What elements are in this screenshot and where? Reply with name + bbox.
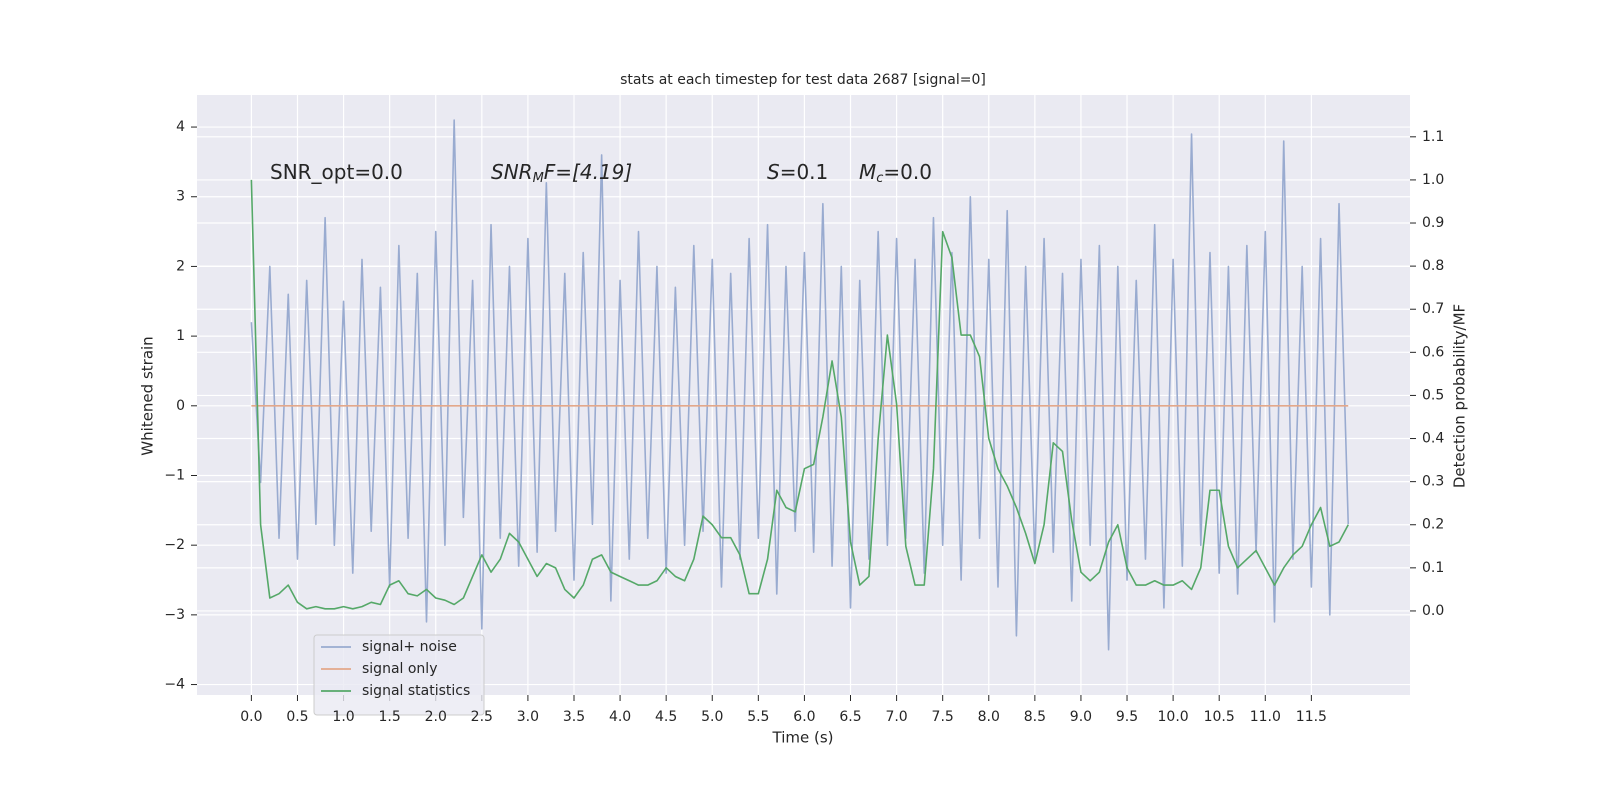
y2-tick-label: 0.2 xyxy=(1422,517,1444,533)
x-tick-label: 5.5 xyxy=(747,709,769,725)
y-tick-label: −3 xyxy=(164,607,185,623)
x-tick-label: 7.0 xyxy=(885,709,907,725)
legend: signal+ noise signal only signal statistic… xyxy=(313,634,485,716)
x-tick-label: 2.0 xyxy=(425,709,447,725)
x-tick-label: 4.5 xyxy=(655,709,677,725)
annotation-text: M xyxy=(859,160,876,184)
series-line xyxy=(250,179,1349,610)
y-tick-label: −4 xyxy=(164,677,185,693)
x-tick-label: 11.0 xyxy=(1250,709,1281,725)
legend-label: signal statistics xyxy=(362,683,470,699)
y2-tick-label: 0.4 xyxy=(1422,431,1444,447)
annotation-text: SNR_opt=0.0 xyxy=(270,160,403,184)
x-tick-label: 11.5 xyxy=(1296,709,1327,725)
x-tick-label: 2.5 xyxy=(471,709,493,725)
x-tick-label: 10.5 xyxy=(1204,709,1235,725)
x-tick-label: 8.0 xyxy=(978,709,1000,725)
y2-tick-label: 1.1 xyxy=(1422,129,1444,145)
y2-tick-label: 0.6 xyxy=(1422,344,1444,360)
y-axis-label: Whitened strain xyxy=(139,336,157,455)
x-tick-label: 0.5 xyxy=(286,709,308,725)
x-tick-label: 10.0 xyxy=(1158,709,1189,725)
y2-tick-label: 0.9 xyxy=(1422,215,1444,231)
y2-axis-label: Detection probability/MF xyxy=(1451,304,1469,488)
y-tick-label: 0 xyxy=(176,398,185,414)
annotation: S=0.1 xyxy=(767,160,828,184)
marks xyxy=(250,119,1350,651)
legend-label: signal only xyxy=(362,661,437,677)
annotation-subscript: c xyxy=(876,171,883,186)
x-tick-label: 8.5 xyxy=(1024,709,1046,725)
annotation-text: F=[4.19] xyxy=(544,160,632,184)
annotation: SNRMF=[4.19] xyxy=(491,160,632,186)
annotation-subscript: M xyxy=(533,171,544,186)
annotation: Mc=0.0 xyxy=(859,160,932,186)
annotation: SNR_opt=0.0 xyxy=(270,160,403,184)
y2-tick-label: 0.1 xyxy=(1422,560,1444,576)
y-tick-label: −1 xyxy=(164,467,185,483)
x-tick-label: 0.0 xyxy=(240,709,262,725)
annotation-text: =0.0 xyxy=(883,160,932,184)
chart-title: stats at each timestep for test data 268… xyxy=(620,72,986,88)
y2-tick-label: 0.3 xyxy=(1422,474,1444,490)
y2-tick-label: 0.7 xyxy=(1422,301,1444,317)
annotation-text: SNR xyxy=(491,160,533,184)
y-tick-label: −2 xyxy=(164,537,185,553)
series-line xyxy=(250,119,1350,651)
y-tick-label: 4 xyxy=(176,119,185,135)
y2-tick-label: 0.8 xyxy=(1422,258,1444,274)
x-tick-label: 9.0 xyxy=(1070,709,1092,725)
y-tick-label: 2 xyxy=(176,258,185,274)
y2-tick-label: 1.0 xyxy=(1422,172,1444,188)
y-tick-label: 1 xyxy=(176,328,185,344)
annotation-text: =0.1 xyxy=(780,160,829,184)
x-tick-label: 3.0 xyxy=(517,709,539,725)
annotation-text: S xyxy=(767,160,780,184)
x-tick-label: 1.0 xyxy=(332,709,354,725)
legend-box xyxy=(313,634,485,716)
x-tick-label: 3.5 xyxy=(563,709,585,725)
x-tick-label: 6.0 xyxy=(793,709,815,725)
x-axis-label: Time (s) xyxy=(772,729,834,747)
y2-tick-label: 0.5 xyxy=(1422,387,1444,403)
x-tick-label: 5.0 xyxy=(701,709,723,725)
x-tick-label: 4.0 xyxy=(609,709,631,725)
x-tick-label: 9.5 xyxy=(1116,709,1138,725)
x-tick-label: 7.5 xyxy=(932,709,954,725)
y-tick-label: 3 xyxy=(176,189,185,205)
x-tick-label: 6.5 xyxy=(839,709,861,725)
y2-tick-label: 0.0 xyxy=(1422,603,1444,619)
legend-label: signal+ noise xyxy=(362,639,457,655)
x-tick-label: 1.5 xyxy=(379,709,401,725)
